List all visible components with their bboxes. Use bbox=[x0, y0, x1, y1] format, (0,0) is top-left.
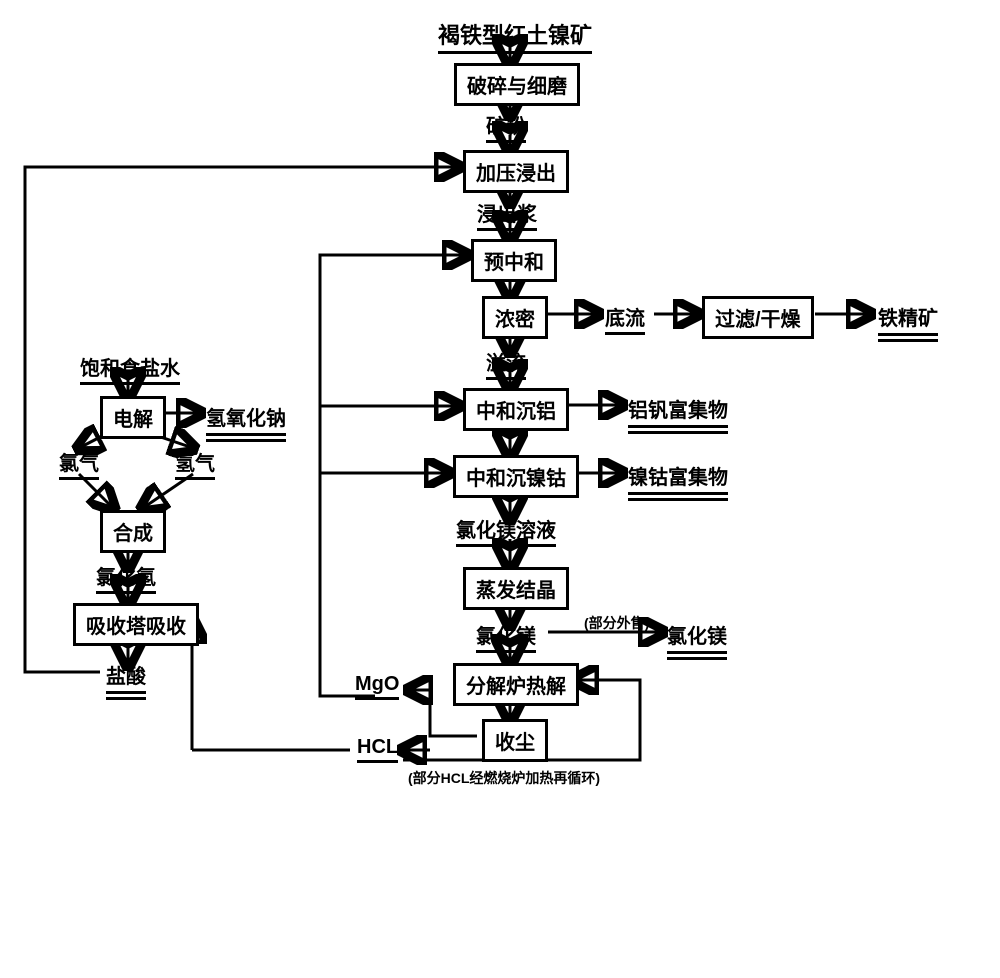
node-iron-concentrate: 铁精矿 bbox=[878, 302, 938, 342]
node-precip-ni-co: 中和沉镍钴 bbox=[453, 455, 579, 498]
node-cl2: 氯气 bbox=[59, 447, 99, 480]
node-h2: 氢气 bbox=[175, 447, 215, 480]
node-al-sc-concentrate: 铝钒富集物 bbox=[628, 394, 728, 434]
node-brine: 饱和食盐水 bbox=[80, 352, 180, 385]
node-overflow: 溢流 bbox=[486, 347, 526, 380]
node-precip-al: 中和沉铝 bbox=[463, 388, 569, 431]
node-filter-dry: 过滤/干燥 bbox=[702, 296, 814, 339]
node-evap-crystallize: 蒸发结晶 bbox=[463, 567, 569, 610]
node-hydrochloric-acid: 盐酸 bbox=[106, 660, 146, 700]
node-naoh: 氢氧化钠 bbox=[206, 402, 286, 442]
note-hcl-recycle: (部分HCL经燃烧炉加热再循环) bbox=[408, 768, 600, 788]
node-mgcl2-solution: 氯化镁溶液 bbox=[456, 514, 556, 547]
node-neutralize: 预中和 bbox=[471, 239, 557, 282]
node-synthesis: 合成 bbox=[100, 510, 166, 553]
node-electrolysis: 电解 bbox=[100, 396, 166, 439]
node-underflow: 底流 bbox=[605, 302, 645, 335]
node-leach-slurry: 浸出浆 bbox=[477, 198, 537, 231]
node-pyrolysis: 分解炉热解 bbox=[453, 663, 579, 706]
node-ni-co-concentrate: 镍钴富集物 bbox=[628, 461, 728, 501]
node-dust-collect: 收尘 bbox=[482, 719, 548, 762]
node-ore-powder: 矿粉 bbox=[486, 110, 526, 143]
node-pressure-leaching: 加压浸出 bbox=[463, 150, 569, 193]
node-hcl-gas: 氯化氢 bbox=[96, 561, 156, 594]
node-absorber: 吸收塔吸收 bbox=[73, 603, 199, 646]
flowchart-canvas: 褐铁型红土镍矿 破碎与细磨 矿粉 加压浸出 浸出浆 预中和 浓密 底流 过滤/干… bbox=[0, 0, 1000, 978]
node-mgcl2-product: 氯化镁 bbox=[667, 620, 727, 660]
node-hcl: HCL bbox=[357, 736, 398, 763]
note-partial-sale: (部分外售) bbox=[584, 613, 649, 633]
node-crushing: 破碎与细磨 bbox=[454, 63, 580, 106]
node-thickener: 浓密 bbox=[482, 296, 548, 339]
node-mgcl2: 氯化镁 bbox=[476, 620, 536, 653]
node-mgo: MgO bbox=[355, 673, 399, 700]
node-input-ore: 褐铁型红土镍矿 bbox=[438, 18, 592, 54]
